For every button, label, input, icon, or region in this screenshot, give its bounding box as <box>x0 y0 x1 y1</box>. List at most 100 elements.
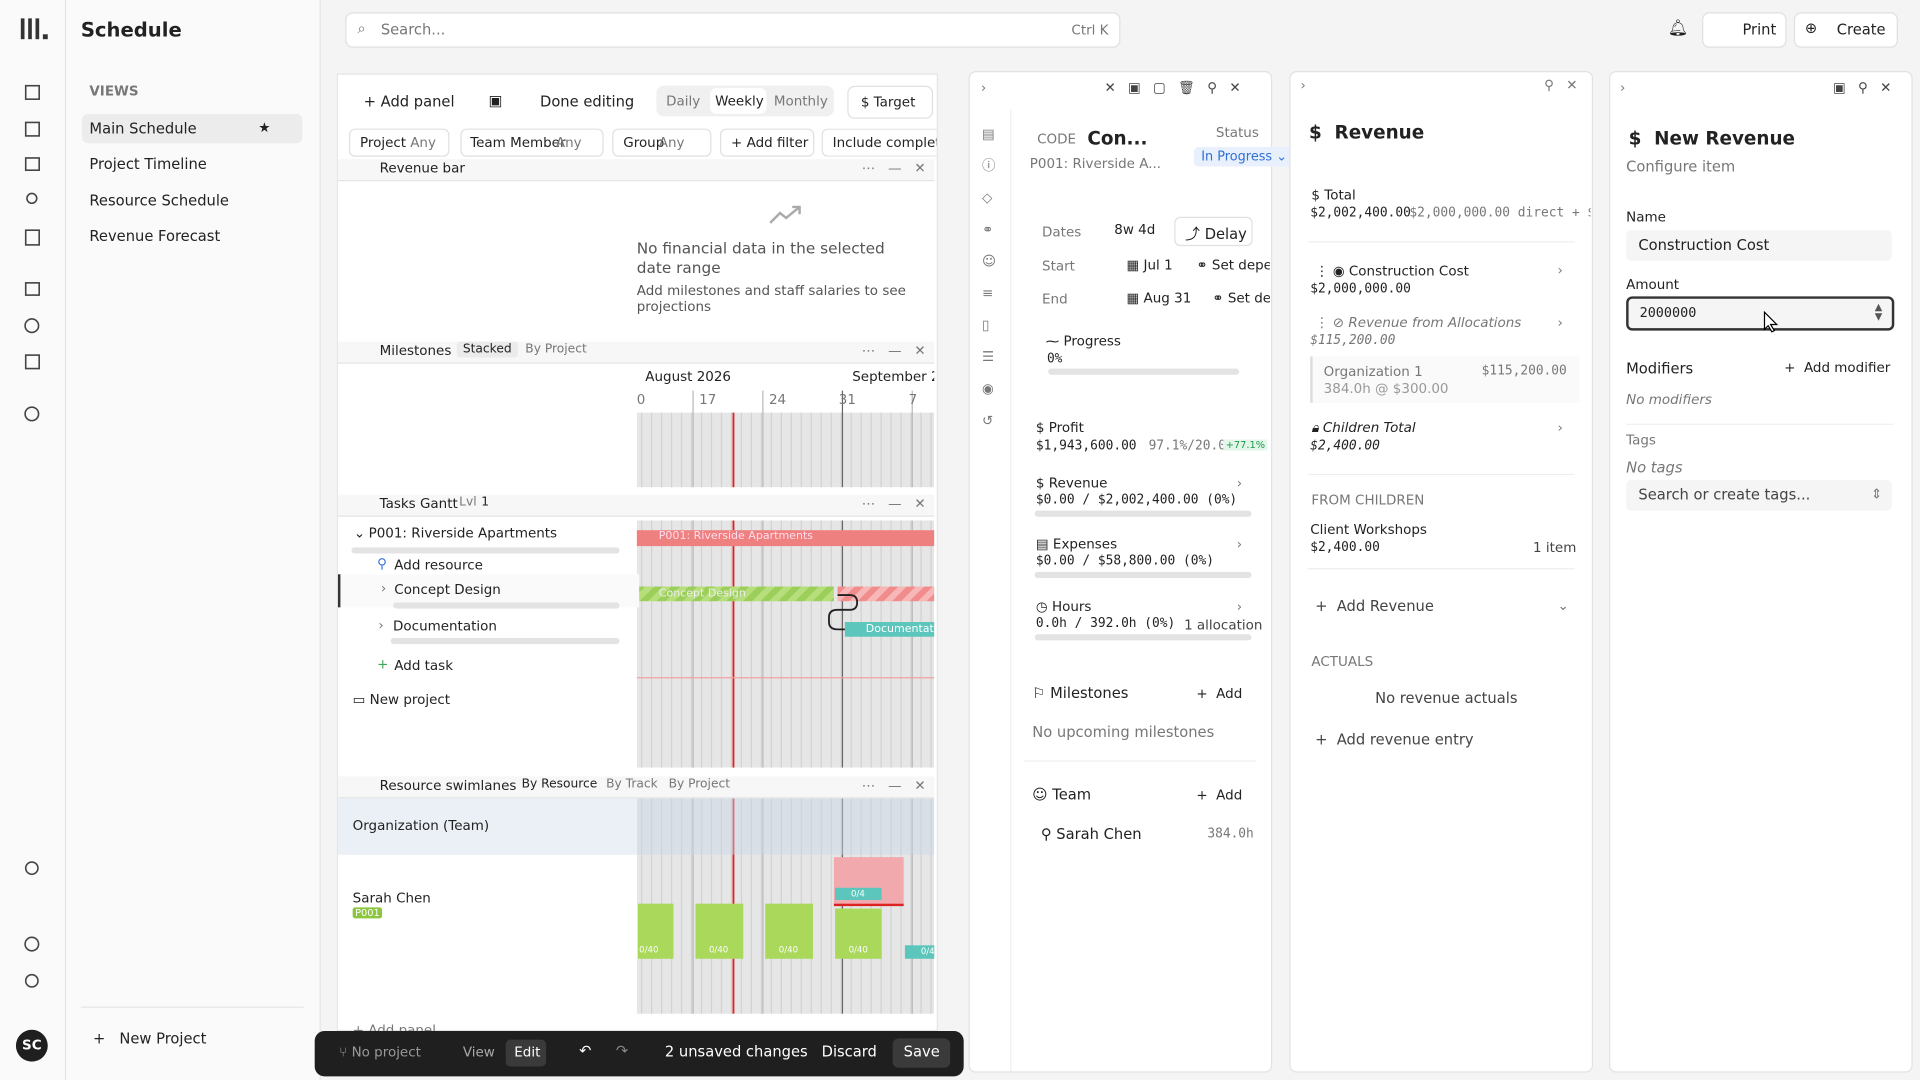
team-add[interactable]: + Add <box>1196 787 1243 804</box>
view-link[interactable]: Main Schedule <box>89 120 197 138</box>
level[interactable]: 1 <box>481 495 490 510</box>
chevron[interactable]: › <box>1236 536 1243 553</box>
spinner[interactable]: ▲ ▼ <box>1874 301 1883 323</box>
task-row[interactable]: Concept Design <box>394 581 501 598</box>
view-mode[interactable]: View <box>462 1044 495 1061</box>
timeline: August 2026 September 20 0 17 24 31 7 <box>636 364 935 488</box>
team-add-text: Add <box>1216 787 1243 804</box>
tag-search[interactable]: Search or create tags... ⇕ <box>1626 480 1892 511</box>
done-editing[interactable]: Done editing <box>540 93 635 111</box>
add-revenue[interactable]: + Add Revenue <box>1315 597 1434 615</box>
print-button[interactable]: Print <box>1702 12 1787 48</box>
new-project[interactable]: + New Project <box>93 1029 207 1047</box>
panel-title: Milestones <box>379 342 452 359</box>
layout-icon[interactable]: ▣ <box>488 91 503 109</box>
item-text: Revenue from Allocations <box>1348 314 1522 331</box>
tab[interactable]: By Project <box>525 342 587 357</box>
profit: $1,943,600.00 <box>1035 438 1137 454</box>
add-filter[interactable]: + Add filter <box>720 128 815 157</box>
edit-mode-bg <box>505 1039 547 1067</box>
collapse[interactable]: › <box>1620 79 1626 96</box>
panel-actions[interactable]: ▣⚲✕ <box>1833 79 1904 96</box>
end-dependency[interactable]: ⚭ Set de <box>1212 290 1270 307</box>
add-modifier[interactable]: + Add modifier <box>1784 360 1891 376</box>
panel-header: Tasks Gantt Lvl 1 ⋯ — ✕ <box>337 494 935 517</box>
task-row[interactable]: Documentation <box>393 618 497 635</box>
filter[interactable]: Group Any <box>612 128 712 157</box>
edit-mode[interactable]: Edit <box>514 1044 541 1061</box>
create-button[interactable]: ⊕ Create <box>1793 12 1898 48</box>
chevron[interactable]: › <box>1236 598 1243 615</box>
target-button[interactable]: $ Target <box>847 85 934 119</box>
end[interactable]: ▦ Aug 31 <box>1126 290 1192 307</box>
chevron[interactable]: › <box>1557 262 1563 278</box>
view-option[interactable]: Monthly <box>773 93 828 109</box>
member[interactable]: ⚲ Sarah Chen <box>1040 825 1142 843</box>
start[interactable]: ▦ Jul 1 <box>1126 257 1173 274</box>
panel-controls[interactable]: ⋯ — ✕ <box>861 495 926 512</box>
project-picker-label: No project <box>351 1044 421 1061</box>
add-panel[interactable]: + Add panel <box>363 93 455 111</box>
add-resource[interactable]: Add resource <box>394 557 483 574</box>
view-link[interactable]: Resource Schedule <box>89 192 229 210</box>
name-input[interactable]: Construction Cost <box>1626 230 1892 261</box>
discard[interactable]: Discard <box>821 1043 877 1061</box>
panel-controls[interactable]: ⋯ — ✕ <box>861 160 926 177</box>
field-label: Name <box>1626 209 1666 226</box>
tab[interactable]: By Resource <box>521 777 598 792</box>
sidebar: Schedule VIEWS Main Schedule ★ Project T… <box>66 0 321 1080</box>
code: Con... <box>1087 127 1148 150</box>
amount-input[interactable]: 2000000 ▲ ▼ <box>1626 296 1895 331</box>
trend-icon <box>769 205 801 224</box>
add-entry[interactable]: + Add revenue entry <box>1315 731 1474 749</box>
add-task[interactable]: Add task <box>394 657 454 674</box>
tab[interactable]: Stacked <box>456 341 518 358</box>
chevron[interactable]: › <box>1236 475 1243 492</box>
milestones-add[interactable]: + Add <box>1196 685 1243 702</box>
revenue-panel: › ⚲✕ $ Revenue $ Total $2,002,400.00 $2,… <box>1289 71 1594 1073</box>
project-picker[interactable]: ⑂ No project <box>339 1044 421 1061</box>
tab[interactable]: By Track <box>606 777 658 792</box>
start-dep-text: Set depe <box>1211 257 1270 274</box>
alloc-label: 0/4 <box>851 888 865 899</box>
panel-controls[interactable]: ⋯ — ✕ <box>861 342 926 359</box>
profit-label: $ Profit <box>1035 420 1084 436</box>
chevron[interactable]: ⌄ <box>1557 597 1569 614</box>
panel-controls[interactable]: ⋯ — ✕ <box>861 777 926 794</box>
collapse[interactable]: › <box>980 79 987 96</box>
star[interactable]: ★ <box>258 120 271 136</box>
org-detail: 384.0h @ $300.00 <box>1323 380 1449 397</box>
delay-button[interactable]: ⤴ Delay <box>1174 216 1253 247</box>
view-option[interactable]: Weekly <box>715 93 764 109</box>
status[interactable]: In Progress ⌄ <box>1193 146 1295 167</box>
no-actuals: No revenue actuals <box>1375 689 1518 707</box>
tab[interactable]: By Project <box>668 777 731 792</box>
start-dependency[interactable]: ⚭ Set depe <box>1196 257 1269 273</box>
view-link[interactable]: Revenue Forecast <box>89 227 221 245</box>
collapse[interactable]: › <box>1300 77 1306 94</box>
new-project-row[interactable]: ▭ New project <box>352 691 451 708</box>
view-option[interactable]: Daily <box>666 93 701 109</box>
include-toggle[interactable]: Include complete <box>821 128 937 157</box>
title-text: Revenue <box>1334 121 1425 144</box>
panel-actions[interactable]: ⚲✕ <box>1544 77 1590 94</box>
shortcut: Ctrl K <box>1071 22 1109 38</box>
side-icons[interactable]: ▤ ⓘ ◇ ⚭ ☺ ≡ ▯ ☰ ◉ ↺ <box>982 126 997 429</box>
search[interactable]: Search... Ctrl K ⌕ <box>345 12 1121 48</box>
save[interactable]: Save <box>903 1043 940 1061</box>
chevron[interactable]: › <box>1557 420 1563 436</box>
redo[interactable]: ↷ <box>615 1042 629 1060</box>
undo[interactable]: ↶ <box>579 1042 592 1060</box>
filter[interactable]: Project Any <box>348 128 450 157</box>
view-link[interactable]: Project Timeline <box>89 155 207 173</box>
create-label: Create <box>1836 20 1886 38</box>
detail-actions[interactable]: ✕▣▢🗑︎⚲✕ <box>1104 79 1253 96</box>
modifiers-label: Modifiers <box>1626 360 1694 378</box>
filter[interactable]: Team Member Any <box>460 128 604 157</box>
start-text: Jul 1 <box>1143 257 1173 274</box>
bell[interactable]: 🔔︎ <box>1667 19 1688 38</box>
chevron[interactable]: › <box>1557 314 1563 331</box>
progress: 0% <box>1046 351 1063 367</box>
project-row[interactable]: P001: Riverside Apartments <box>368 525 558 542</box>
filter-label: Project <box>360 134 407 151</box>
